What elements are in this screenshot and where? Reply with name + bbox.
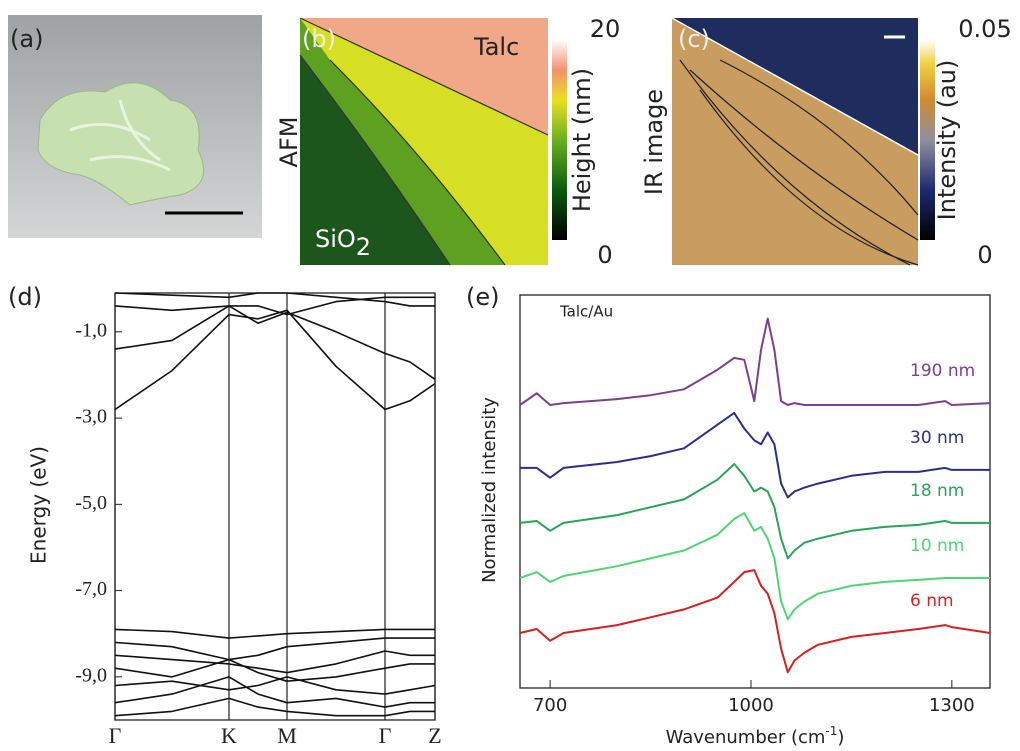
x-axis-label: Wavenumber (cm-1) — [666, 724, 845, 749]
series-line — [114, 309, 436, 411]
colorbar-min: 0 — [977, 241, 992, 269]
ir-image — [671, 17, 935, 266]
x-tick-label: M — [277, 723, 297, 748]
series-line — [114, 676, 435, 708]
panel-label: (e) — [466, 283, 500, 311]
series-line — [114, 292, 435, 307]
series-line — [114, 676, 436, 695]
side-label: AFM — [275, 117, 303, 168]
plot-frame — [114, 292, 436, 721]
x-tick-label: 700 — [533, 695, 567, 716]
text: ) — [837, 727, 844, 748]
y-tick-label: -5,0 — [75, 492, 107, 514]
region-label: Talc — [473, 33, 519, 61]
series-line — [114, 697, 435, 717]
colorbar-max: 20 — [590, 15, 621, 43]
series-line — [519, 512, 990, 621]
y-tick-label: -9,0 — [75, 664, 107, 686]
x-tick-label: 1300 — [929, 695, 975, 716]
text: Wavenumber (cm — [666, 727, 826, 748]
series-line — [114, 658, 435, 682]
colorbar-max: 0.05 — [958, 15, 1011, 43]
y-axis-label: Normalized intensity — [479, 397, 500, 583]
photo — [8, 15, 262, 238]
series-line — [519, 569, 991, 674]
colorbar-label: Height (nm) — [568, 68, 596, 212]
series-line — [114, 296, 435, 316]
series-line — [114, 305, 436, 380]
annotation: Talc/Au — [559, 303, 613, 321]
series-label: 190 nm — [910, 361, 975, 381]
series-label: 18 nm — [910, 481, 964, 501]
y-tick-label: -1,0 — [75, 319, 107, 341]
text: SiO — [315, 225, 356, 253]
y-axis-label: Energy (eV) — [27, 446, 51, 564]
plot-frame — [519, 294, 991, 689]
series-line — [519, 317, 991, 406]
series-line — [520, 411, 990, 499]
superscript: -1 — [825, 724, 837, 738]
series-line — [519, 463, 990, 560]
side-label: IR image — [640, 89, 668, 195]
region-label: SiO2 — [315, 225, 371, 261]
colorbar-min: 0 — [597, 241, 612, 269]
series-line — [114, 650, 435, 674]
colorbar-label: Intensity (au) — [933, 60, 961, 221]
y-tick-label: -3,0 — [75, 406, 107, 428]
x-tick-label: 1000 — [728, 695, 774, 716]
series-line — [114, 628, 435, 639]
series-label: 6 nm — [910, 591, 954, 611]
x-tick-label: Γ — [379, 723, 392, 748]
series-line — [114, 637, 435, 661]
panel-label: (c) — [678, 25, 710, 53]
x-tick-label: Γ — [109, 723, 122, 748]
panel-label: (a) — [10, 25, 43, 53]
y-tick-label: -7,0 — [75, 578, 107, 600]
panel-label: (d) — [8, 283, 42, 311]
panel-label: (b) — [302, 25, 336, 53]
series-label: 10 nm — [910, 536, 964, 556]
x-tick-label: K — [221, 723, 237, 748]
subscript: 2 — [356, 233, 371, 261]
afm-image — [299, 17, 567, 266]
series-label: 30 nm — [910, 428, 964, 448]
x-tick-label: Z — [428, 723, 441, 748]
